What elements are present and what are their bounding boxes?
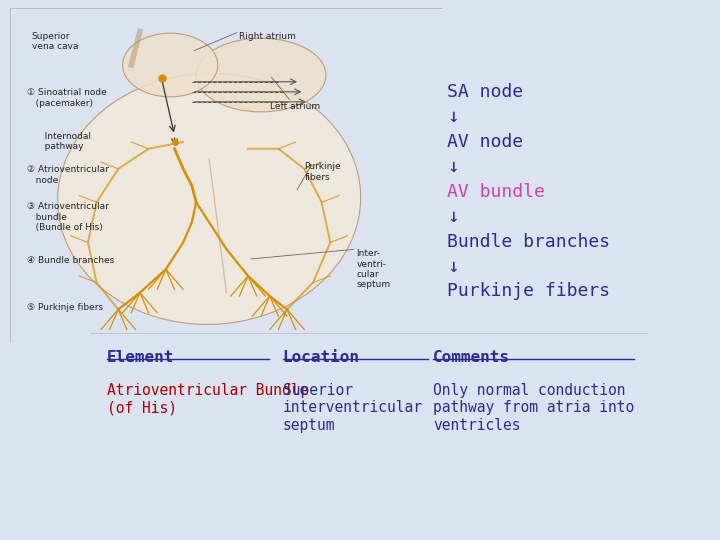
Text: Bundle branches: Bundle branches — [447, 233, 611, 251]
Ellipse shape — [58, 73, 361, 325]
Text: Superior
vena cava: Superior vena cava — [32, 31, 78, 51]
Text: ① Sinoatrial node
   (pacemaker): ① Sinoatrial node (pacemaker) — [27, 89, 107, 108]
Text: ↓: ↓ — [447, 157, 459, 176]
Text: ↓: ↓ — [447, 107, 459, 126]
Text: Location: Location — [282, 349, 359, 364]
Text: Atrioventricular Bundle
(of His): Atrioventricular Bundle (of His) — [107, 383, 308, 415]
Text: Only normal conduction
pathway from atria into
ventricles: Only normal conduction pathway from atri… — [433, 383, 634, 433]
Text: ↓: ↓ — [447, 207, 459, 226]
Text: Internodal
   pathway: Internodal pathway — [36, 132, 91, 151]
Text: Inter-
ventri-
cular
septum: Inter- ventri- cular septum — [356, 249, 390, 289]
Text: ↓: ↓ — [447, 257, 459, 276]
Ellipse shape — [196, 38, 326, 112]
Text: ⑤ Purkinje fibers: ⑤ Purkinje fibers — [27, 303, 104, 312]
Text: Superior
interventricular
septum: Superior interventricular septum — [282, 383, 423, 433]
Text: ② Atrioventricular
   node: ② Atrioventricular node — [27, 165, 109, 185]
Text: ④ Bundle branches: ④ Bundle branches — [27, 256, 114, 265]
Text: Right atrium: Right atrium — [240, 31, 297, 40]
Text: SA node: SA node — [447, 83, 523, 101]
Text: AV node: AV node — [447, 133, 523, 151]
Text: Comments: Comments — [433, 349, 510, 364]
Text: Left atrium: Left atrium — [270, 102, 320, 111]
Text: AV bundle: AV bundle — [447, 183, 545, 201]
Text: Purkinje fibers: Purkinje fibers — [447, 282, 611, 300]
Text: ③ Atrioventricular
   bundle
   (Bundle of His): ③ Atrioventricular bundle (Bundle of His… — [27, 202, 109, 232]
Text: Element: Element — [107, 349, 174, 364]
Ellipse shape — [122, 33, 217, 97]
Text: Purkinje
fibers: Purkinje fibers — [305, 162, 341, 181]
